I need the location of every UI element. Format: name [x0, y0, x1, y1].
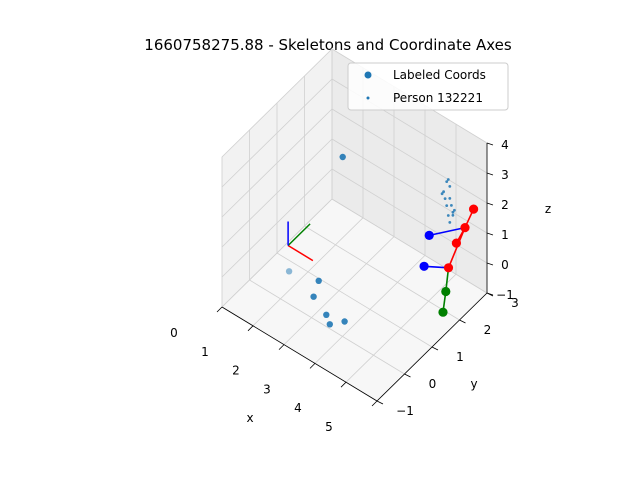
labeled-coord-point [285, 268, 293, 275]
person-point [446, 214, 450, 217]
skeleton-joint [469, 204, 479, 214]
chart-title: 1660758275.88 - Skeletons and Coordinate… [144, 36, 512, 54]
person-point [442, 190, 445, 194]
person-point [448, 197, 452, 200]
legend-label-labeled-coords: Labeled Coords [393, 68, 486, 82]
x-tick-label: 2 [232, 364, 240, 378]
person-point [450, 204, 453, 207]
x-tick-mark [340, 381, 347, 388]
grid-z-xwall [221, 138, 333, 248]
grid-z-xwall [221, 108, 333, 218]
grid-z-ywall [331, 138, 488, 234]
y-tick-label: 2 [484, 323, 492, 337]
skeleton-joint [443, 263, 454, 273]
z-tick-mark [486, 202, 494, 206]
x-axis-label: x [246, 411, 253, 425]
z-tick-label: −1 [496, 288, 514, 302]
y-axis-label: y [470, 377, 477, 391]
person-point [446, 178, 450, 181]
z-tick-label: 0 [501, 258, 509, 272]
grid-z-xwall [221, 198, 333, 308]
y-tick-mark [459, 319, 466, 324]
z-tick-mark [486, 292, 494, 296]
x-tick-label: 4 [294, 401, 302, 415]
person-point [443, 197, 447, 201]
x-tick-label: 1 [201, 345, 209, 359]
x-tick-mark [216, 306, 223, 313]
person-point [451, 210, 455, 214]
axis-marker-y [287, 223, 311, 247]
x-tick-mark [371, 400, 378, 407]
person-point [451, 213, 455, 217]
skeleton-bone [429, 226, 466, 237]
x-tick-label: 0 [170, 326, 178, 340]
axis-marker-x [287, 244, 314, 262]
labeled-coord-point [326, 321, 333, 328]
y-tick-mark [376, 400, 384, 405]
skeleton-joint [424, 230, 434, 240]
grid-z-xwall [221, 168, 333, 278]
z-tick-label: 4 [501, 138, 509, 152]
z-tick-label: 3 [501, 168, 509, 182]
grid-y-floor [304, 225, 460, 321]
grid-z-ywall [331, 108, 488, 204]
labeled-coord-point [339, 153, 346, 161]
x-tick-mark [278, 344, 285, 350]
grid-z-ywall [331, 198, 488, 294]
skeleton-joint [438, 307, 448, 317]
y-tick-label: 0 [429, 377, 437, 391]
grid-z-ywall [331, 168, 488, 264]
z-tick-mark [486, 232, 494, 236]
labeled-coord-point [315, 277, 322, 284]
skeleton-joint [419, 261, 429, 271]
z-tick-label: 2 [501, 198, 509, 212]
person-point [448, 221, 452, 224]
z-tick-mark [486, 172, 494, 176]
person-point [445, 204, 449, 208]
labeled-coord-point [323, 311, 330, 318]
y-tick-label: 3 [511, 296, 519, 310]
skeleton-joint [441, 286, 451, 297]
z-tick-mark [486, 142, 494, 146]
skeleton-joint [451, 238, 461, 248]
z-tick-label: 1 [501, 228, 509, 242]
person-point [440, 192, 444, 196]
grid-y-floor [249, 279, 405, 375]
y-tick-mark [404, 373, 411, 378]
legend-marker-person [366, 96, 370, 100]
x-tick-mark [309, 363, 316, 369]
legend-label-person: Person 132221 [393, 91, 483, 105]
grid-y-floor [276, 252, 433, 348]
skeleton-joint [460, 223, 470, 233]
x-axis-line [221, 306, 378, 402]
z-tick-mark [486, 262, 494, 266]
labeled-coord-point [341, 318, 348, 325]
labeled-coord-point [310, 293, 317, 300]
skeleton-bone [447, 227, 466, 269]
grid-z-xwall [221, 48, 333, 158]
y-tick-mark [431, 346, 439, 351]
legend-marker-labeled-coords [364, 71, 372, 79]
person-point [445, 180, 449, 184]
legend-box [347, 62, 509, 111]
person-point [453, 208, 456, 212]
z-axis-label: z [545, 202, 551, 216]
x-tick-label: 5 [325, 420, 333, 434]
y-tick-label: −1 [396, 404, 414, 418]
x-tick-mark [247, 325, 254, 332]
person-point [448, 185, 452, 188]
data-marks [285, 153, 479, 328]
grid-lines [221, 48, 488, 402]
legend: Labeled Coords Person 132221 [347, 62, 509, 111]
x-tick-label: 3 [263, 382, 271, 396]
y-tick-label: 1 [456, 350, 464, 364]
grid-z-xwall [221, 78, 333, 188]
